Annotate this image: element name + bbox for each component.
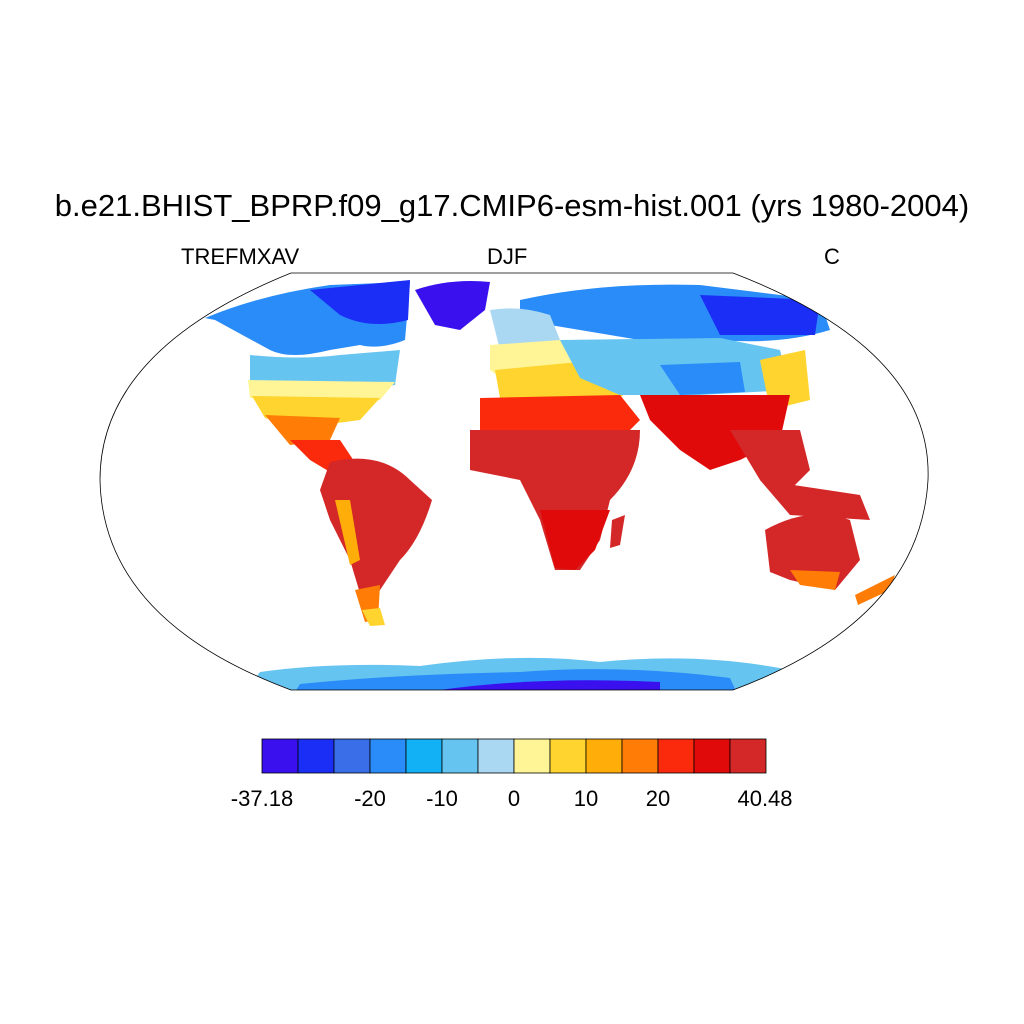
australia-south [790,570,840,590]
south-america [320,458,432,600]
colorbar-tick-label: -20 [354,786,386,811]
map-fields [205,280,895,690]
colorbar-min-label: -37.18 [230,786,294,811]
colorbar-tick-label: -10 [426,786,458,811]
colorbar-box [333,738,371,774]
new-zealand [855,575,895,605]
colorbar-tick-label: 20 [645,786,671,811]
africa-north [480,395,640,440]
variable-label: TREFMXAV [181,244,300,269]
australia [765,514,860,590]
colorbar-box [513,738,551,774]
colorbar-box [477,738,515,774]
colorbar-box [549,738,587,774]
north-america-mid [250,350,400,388]
colorbar-box [729,738,767,774]
colorbar-box [621,738,659,774]
map-outline [99,272,929,691]
greenland [415,281,490,330]
colorbar [261,738,767,774]
tibet [660,362,745,395]
season-label: DJF [487,244,528,269]
colorbar-box [369,738,407,774]
colorbar-max-label: 40.48 [737,786,793,811]
units-label: C [824,244,840,269]
colorbar-tick-label: 10 [573,786,599,811]
colorbar-box [441,738,479,774]
colorbar-box [297,738,335,774]
map-title: b.e21.BHIST_BPRP.f09_g17.CMIP6-esm-hist.… [54,188,970,223]
south-america-andes [335,500,360,565]
siberia-cold [700,295,820,335]
colorbar-box [585,738,623,774]
colorbar-box [657,738,695,774]
north-america-arctic [310,280,410,324]
madagascar [610,515,625,548]
colorbar-box [405,738,443,774]
south-america-tip [362,608,385,626]
north-america-gulf [265,415,340,445]
colorbar-tick-label: 0 [507,786,521,811]
africa-south [540,510,610,570]
indonesia [760,480,870,520]
southeast-asia [730,430,810,500]
colorbar-box [261,738,299,774]
antarctica-core [440,680,660,690]
colorbar-box [693,738,731,774]
